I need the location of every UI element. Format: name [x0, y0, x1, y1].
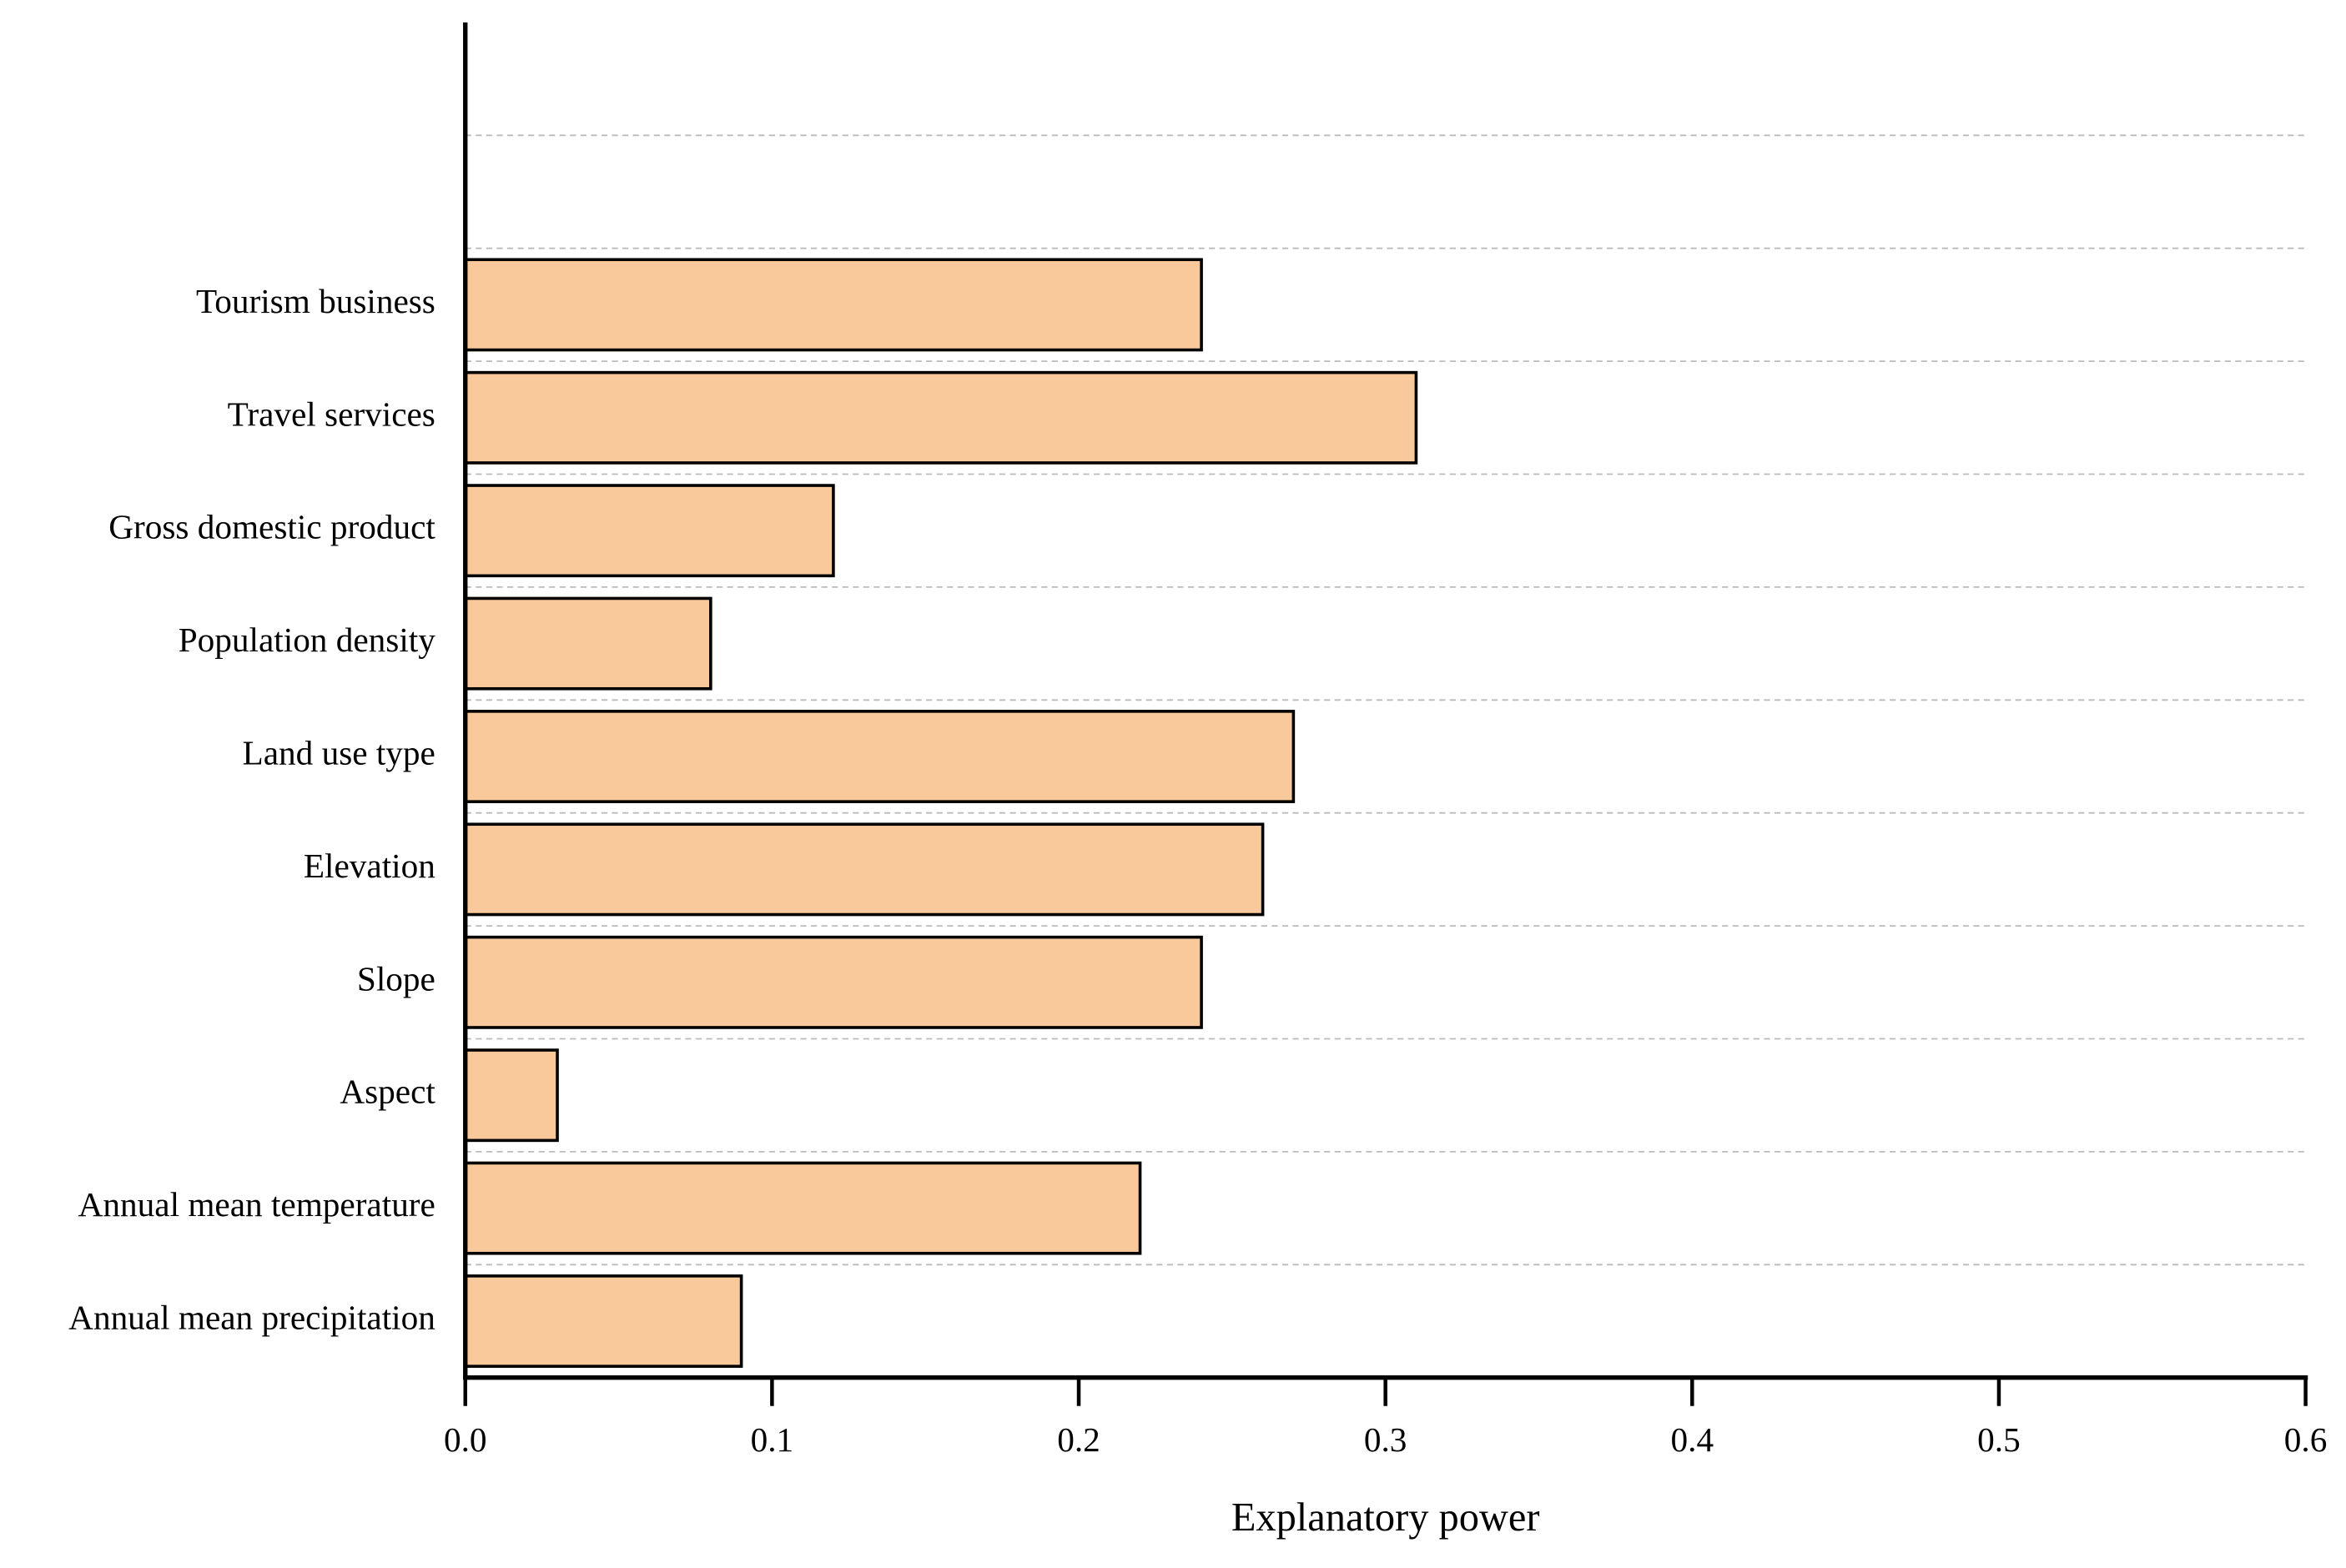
y-tick-label: Annual mean temperature — [78, 1185, 435, 1224]
x-tick-label: 0.1 — [751, 1420, 794, 1459]
y-tick-label: Slope — [357, 959, 435, 998]
y-tick-label: Annual mean precipitation — [68, 1298, 435, 1336]
y-tick-label: Aspect — [340, 1073, 435, 1111]
x-tick-label: 0.6 — [2284, 1420, 2328, 1459]
bar — [463, 258, 1203, 352]
y-tick-label: Gross domestic product — [108, 508, 435, 546]
bar — [463, 484, 835, 578]
x-tick-label: 0.2 — [1057, 1420, 1100, 1459]
y-tick-label: Elevation — [304, 847, 435, 885]
bar — [463, 710, 1296, 803]
x-tick-label: 0.0 — [444, 1420, 487, 1459]
y-tick-label: Land use type — [243, 733, 435, 771]
x-axis-title: Explanatory power — [1231, 1495, 1540, 1540]
bar — [463, 822, 1265, 917]
bar — [463, 1274, 743, 1368]
y-tick-label: Travel services — [228, 395, 435, 433]
x-tick-label: 0.4 — [1671, 1420, 1714, 1459]
y-tick-label: Population density — [179, 621, 435, 659]
bar — [463, 1048, 559, 1143]
bar — [463, 935, 1203, 1029]
y-tick-label: Tourism business — [196, 282, 435, 320]
bar — [463, 1161, 1142, 1255]
bar — [463, 370, 1418, 465]
x-tick-label: 0.5 — [1977, 1420, 2021, 1459]
x-tick-label: 0.3 — [1364, 1420, 1407, 1459]
bar — [463, 596, 712, 691]
